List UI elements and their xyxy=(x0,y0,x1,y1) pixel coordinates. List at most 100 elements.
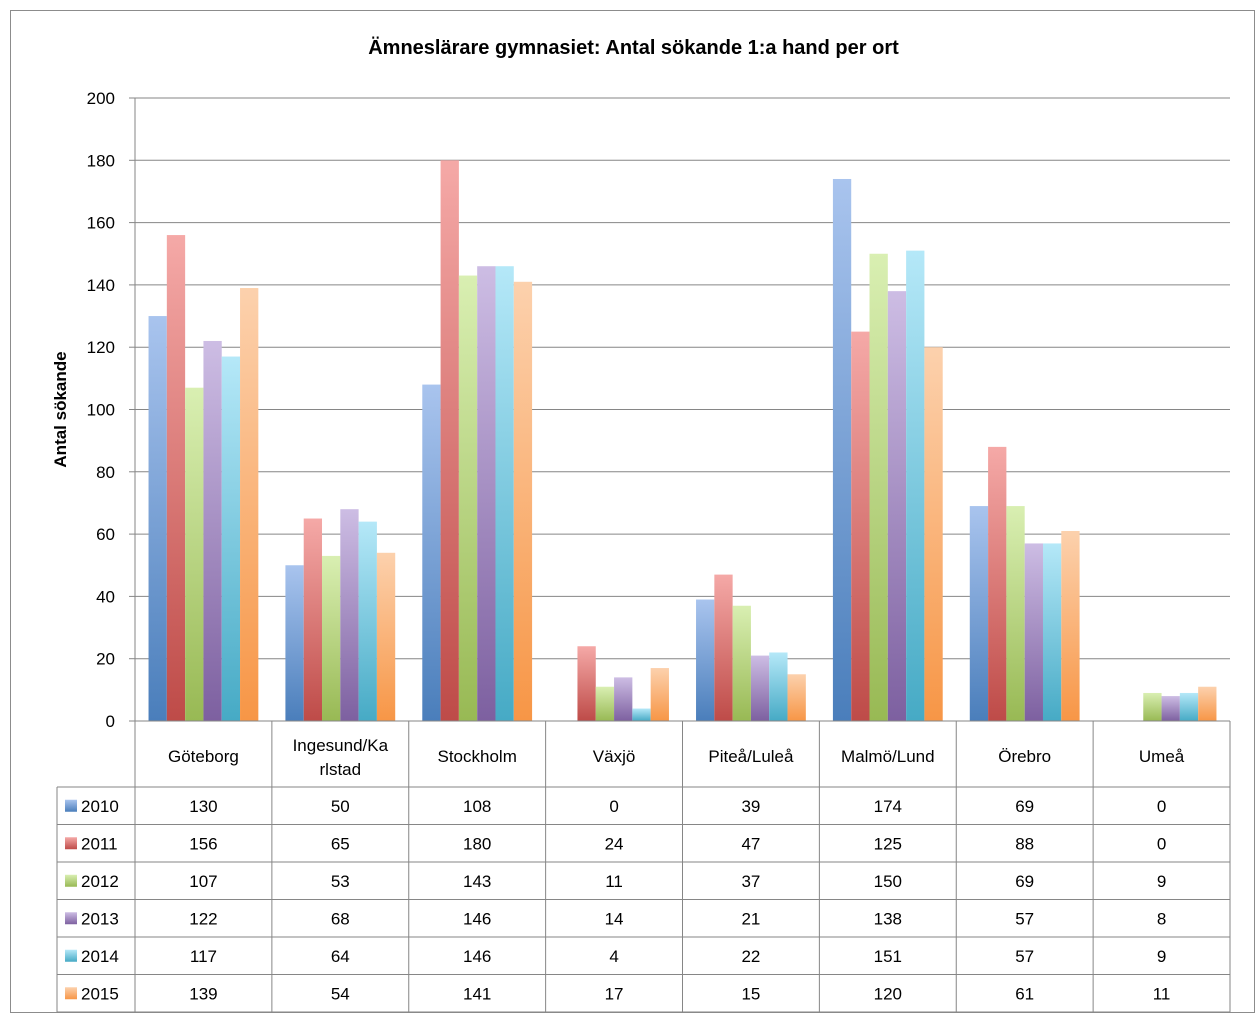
y-tick-label: 0 xyxy=(106,712,115,731)
category-label: Umeå xyxy=(1139,747,1185,766)
data-label: 39 xyxy=(741,797,760,816)
y-tick-label: 160 xyxy=(87,214,115,233)
series-label: 2010 xyxy=(81,797,119,816)
data-label: 9 xyxy=(1157,947,1166,966)
series-label: 2014 xyxy=(81,947,119,966)
bar xyxy=(1198,686,1217,721)
series-label: 2012 xyxy=(81,872,119,891)
data-label: 120 xyxy=(874,984,902,1003)
bar xyxy=(166,235,186,721)
data-label: 146 xyxy=(463,947,491,966)
data-label: 108 xyxy=(463,797,491,816)
legend-key xyxy=(65,987,77,1000)
data-label: 65 xyxy=(331,834,350,853)
y-axis-label: Antal sökande xyxy=(51,351,70,467)
data-label: 17 xyxy=(605,984,624,1003)
category-label: Piteå/Luleå xyxy=(708,747,794,766)
data-label: 8 xyxy=(1157,909,1166,928)
data-label: 0 xyxy=(1157,797,1166,816)
data-label: 0 xyxy=(609,797,618,816)
data-label: 61 xyxy=(1015,984,1034,1003)
bar xyxy=(1161,696,1180,721)
legend-key xyxy=(65,912,77,925)
data-label: 15 xyxy=(741,984,760,1003)
y-tick-label: 200 xyxy=(87,89,115,108)
data-label: 130 xyxy=(189,797,217,816)
category-label: Göteborg xyxy=(168,747,239,766)
data-label: 156 xyxy=(189,834,217,853)
bar xyxy=(650,668,669,721)
legend-key xyxy=(65,799,77,812)
bar xyxy=(769,652,788,721)
data-label: 125 xyxy=(874,834,902,853)
bar xyxy=(1143,692,1162,721)
data-label: 88 xyxy=(1015,834,1034,853)
data-label: 14 xyxy=(605,909,624,928)
data-label: 4 xyxy=(609,947,618,966)
category-label: rlstad xyxy=(320,760,362,779)
data-label: 11 xyxy=(605,872,623,891)
data-label: 138 xyxy=(874,909,902,928)
data-label: 122 xyxy=(189,909,217,928)
y-tick-label: 20 xyxy=(96,650,115,669)
data-label: 151 xyxy=(874,947,902,966)
bar xyxy=(221,356,241,721)
y-tick-label: 180 xyxy=(87,151,115,170)
data-label: 180 xyxy=(463,834,491,853)
data-label: 174 xyxy=(874,797,902,816)
chart-title: Ämneslärare gymnasiet: Antal sökande 1:a… xyxy=(368,36,899,59)
data-label: 64 xyxy=(331,947,350,966)
y-tick-label: 100 xyxy=(87,401,115,420)
category-label: Malmö/Lund xyxy=(841,747,935,766)
bar xyxy=(340,509,359,721)
legend-key xyxy=(65,837,77,850)
data-label: 107 xyxy=(189,872,217,891)
bar xyxy=(1042,543,1062,721)
category-label: Stockholm xyxy=(438,747,517,766)
bar xyxy=(969,506,989,721)
data-label: 0 xyxy=(1157,834,1166,853)
bar xyxy=(887,291,907,721)
data-label: 150 xyxy=(874,872,902,891)
bar xyxy=(285,565,304,721)
bar xyxy=(632,708,651,721)
series-label: 2015 xyxy=(81,984,119,1003)
bar xyxy=(924,347,943,721)
bar xyxy=(303,518,323,721)
data-label: 53 xyxy=(331,872,350,891)
data-label: 69 xyxy=(1015,872,1034,891)
bar xyxy=(595,686,615,721)
bar xyxy=(458,275,478,721)
series-label: 2011 xyxy=(81,834,118,853)
data-label: 69 xyxy=(1015,797,1034,816)
data-label: 47 xyxy=(741,834,760,853)
data-label: 141 xyxy=(463,984,491,1003)
bar xyxy=(513,281,533,721)
bar xyxy=(477,266,496,721)
bar xyxy=(714,574,733,721)
bar xyxy=(440,160,459,722)
series-label: 2013 xyxy=(81,909,119,928)
bar xyxy=(1024,543,1043,721)
bar xyxy=(148,316,167,721)
bar xyxy=(185,387,204,721)
data-label: 37 xyxy=(741,872,760,891)
category-label: Växjö xyxy=(593,747,636,766)
data-label: 50 xyxy=(331,797,350,816)
data-label: 143 xyxy=(463,872,491,891)
data-label: 68 xyxy=(331,909,350,928)
y-tick-label: 80 xyxy=(96,463,115,482)
bar xyxy=(203,340,222,721)
bar xyxy=(832,178,852,722)
bar xyxy=(376,552,396,721)
bar xyxy=(732,605,751,721)
bar xyxy=(322,555,341,721)
data-label: 57 xyxy=(1015,909,1034,928)
bar xyxy=(614,677,633,721)
legend-key xyxy=(65,874,77,887)
data-label: 21 xyxy=(741,909,760,928)
bar xyxy=(988,446,1007,721)
data-label: 22 xyxy=(741,947,760,966)
bar xyxy=(495,266,514,721)
